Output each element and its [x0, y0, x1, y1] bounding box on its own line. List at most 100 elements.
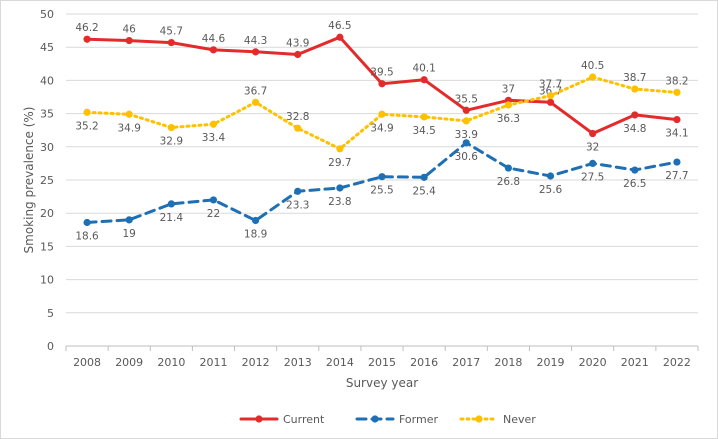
data-label-never: 40.5 — [581, 60, 604, 72]
y-tick-label-30: 30 — [40, 141, 54, 154]
x-tick-label-2018: 2018 — [494, 356, 522, 369]
data-label-never: 29.7 — [328, 157, 351, 169]
data-label-never: 33.9 — [455, 129, 478, 141]
data-label-former: 25.5 — [370, 185, 393, 197]
data-label-former: 27.5 — [581, 171, 604, 183]
data-label-former: 25.4 — [412, 185, 436, 197]
data-point-never — [631, 85, 639, 93]
data-label-former: 18.9 — [244, 229, 267, 241]
data-point-former — [420, 173, 428, 181]
data-point-former — [125, 216, 133, 224]
data-point-never — [294, 124, 302, 132]
data-point-former — [378, 173, 386, 181]
data-point-current — [336, 33, 344, 41]
x-tick-label-2020: 2020 — [579, 356, 607, 369]
data-label-former: 23.3 — [286, 199, 309, 211]
data-label-current: 34.1 — [665, 128, 688, 140]
data-point-never — [336, 145, 344, 153]
data-point-former — [294, 187, 302, 195]
data-label-never: 38.7 — [623, 72, 646, 84]
x-tick-label-2011: 2011 — [199, 356, 227, 369]
data-label-former: 30.6 — [455, 151, 479, 163]
data-label-never: 33.4 — [202, 132, 226, 144]
data-label-current: 32 — [586, 142, 599, 154]
data-label-current: 46.5 — [328, 20, 351, 32]
data-point-former — [504, 164, 512, 172]
y-tick-label-0: 0 — [47, 340, 54, 353]
data-point-never — [673, 88, 681, 96]
y-tick-label-40: 40 — [40, 74, 54, 87]
data-point-current — [378, 80, 386, 88]
data-label-current: 46 — [123, 24, 137, 36]
y-tick-label-25: 25 — [40, 174, 54, 187]
data-point-never — [252, 98, 260, 106]
x-tick-label-2008: 2008 — [73, 356, 101, 369]
data-point-former — [589, 159, 597, 167]
x-tick-label-2021: 2021 — [621, 356, 649, 369]
data-label-current: 34.8 — [623, 123, 646, 135]
data-label-current: 35.5 — [455, 93, 478, 105]
x-axis-title: Survey year — [346, 376, 418, 390]
data-label-current: 46.2 — [75, 22, 98, 34]
data-label-former: 21.4 — [160, 212, 184, 224]
data-label-former: 18.6 — [75, 230, 99, 242]
x-tick-label-2016: 2016 — [410, 356, 438, 369]
data-label-current: 44.3 — [244, 35, 267, 47]
data-point-never — [167, 123, 175, 132]
y-tick-label-20: 20 — [40, 207, 54, 220]
data-point-never — [546, 92, 555, 100]
data-point-never — [589, 73, 597, 81]
data-label-never: 32.9 — [160, 136, 183, 148]
data-label-current: 43.9 — [286, 38, 309, 50]
legend-label-former: Former — [399, 413, 438, 426]
x-tick-label-2014: 2014 — [326, 356, 354, 369]
data-label-never: 37.7 — [539, 79, 562, 91]
x-tick-label-2015: 2015 — [368, 356, 396, 369]
data-label-never: 36.7 — [244, 85, 267, 97]
y-tick-label-15: 15 — [40, 240, 54, 253]
data-point-never — [83, 108, 91, 116]
data-point-former — [631, 166, 639, 174]
data-point-former — [252, 216, 260, 225]
data-label-never: 34.9 — [370, 122, 393, 134]
data-label-current: 45.7 — [160, 26, 183, 38]
data-label-former: 25.6 — [539, 184, 563, 196]
data-label-current: 44.6 — [202, 33, 226, 45]
legend-marker-never — [475, 415, 483, 423]
data-label-former: 22 — [207, 208, 220, 220]
data-point-never — [125, 110, 133, 118]
data-point-current — [589, 129, 597, 138]
data-point-current — [673, 115, 681, 124]
data-label-former: 26.5 — [623, 178, 646, 190]
x-tick-label-2009: 2009 — [115, 356, 143, 369]
y-axis-title: Smoking prevalence (%) — [22, 107, 36, 254]
data-point-former — [167, 200, 175, 208]
data-point-never — [209, 120, 218, 128]
x-tick-label-2017: 2017 — [452, 356, 480, 369]
data-label-never: 36.3 — [497, 113, 520, 125]
y-tick-label-50: 50 — [40, 8, 54, 21]
data-point-current — [83, 35, 91, 43]
data-label-never: 34.5 — [412, 125, 435, 137]
legend-marker-former — [371, 415, 379, 423]
data-label-former: 26.8 — [497, 176, 520, 188]
data-point-current — [631, 111, 639, 119]
x-tick-label-2010: 2010 — [157, 356, 185, 369]
data-point-never — [420, 113, 428, 121]
data-label-current: 39.5 — [370, 67, 393, 79]
data-point-current — [125, 36, 133, 45]
data-point-never — [504, 101, 512, 109]
legend-label-never: Never — [503, 413, 536, 426]
data-point-current — [546, 98, 555, 106]
x-tick-label-2012: 2012 — [242, 356, 270, 369]
data-label-former: 19 — [123, 228, 136, 240]
data-label-current: 37 — [502, 83, 515, 95]
data-label-former: 27.7 — [665, 170, 688, 182]
legend-label-current: Current — [283, 413, 325, 426]
y-tick-label-35: 35 — [40, 108, 54, 121]
data-label-never: 34.9 — [118, 122, 141, 134]
data-label-current: 40.1 — [412, 63, 435, 75]
data-point-current — [167, 38, 175, 47]
data-label-never: 38.2 — [665, 75, 688, 87]
data-label-never: 32.8 — [286, 111, 309, 123]
